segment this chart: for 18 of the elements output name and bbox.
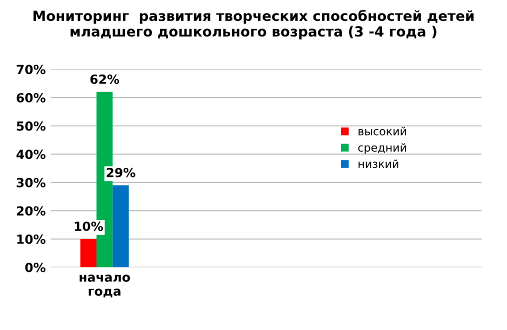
legend-label: средний — [358, 143, 406, 154]
y-tick-label: 30% — [16, 178, 46, 188]
data-label: 62% — [90, 74, 120, 84]
data-label: 10% — [74, 222, 103, 232]
y-tick-label: 20% — [16, 206, 46, 216]
y-tick-label: 70% — [16, 64, 46, 74]
legend-label: низкий — [358, 159, 398, 168]
y-tick-label: 40% — [16, 150, 46, 160]
text: Мониторинг развития творческих способностей детей младшего дошкольного возраста (3 -4 года ) — [34, 10, 474, 40]
y-tick-label: 50% — [16, 121, 46, 131]
x-tick-label: начало года — [80, 274, 130, 298]
bar — [112, 185, 129, 268]
y-tick-label: 0% — [25, 262, 46, 272]
data-label: 29% — [106, 168, 136, 178]
legend-label: высокий — [358, 126, 406, 136]
bar — [80, 239, 96, 268]
y-tick-label: 60% — [16, 93, 46, 103]
y-tick-label: 10% — [17, 234, 46, 244]
